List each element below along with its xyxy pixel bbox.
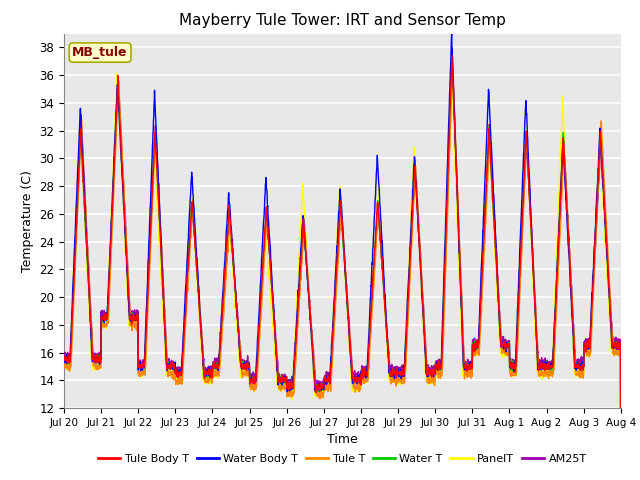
AM25T (584, 342, 591, 348)
PanelT (447, 57, 455, 62)
Line: Water T: Water T (64, 48, 621, 480)
Water T (448, 46, 456, 51)
Water Body T (448, 31, 456, 37)
Tule T (449, 54, 456, 60)
Line: Water Body T: Water Body T (64, 34, 621, 480)
Water T (60, 356, 68, 361)
Tule T (60, 363, 68, 369)
Tule T (568, 290, 575, 296)
Water T (216, 352, 223, 358)
Water Body T (60, 359, 68, 365)
Water T (358, 373, 366, 379)
Tule Body T (358, 366, 366, 372)
Tule T (371, 270, 378, 276)
AM25T (60, 354, 68, 360)
Tule Body T (504, 341, 512, 347)
Tule T (584, 350, 591, 356)
PanelT (371, 214, 378, 220)
PanelT (216, 355, 223, 361)
Tule Body T (448, 53, 456, 59)
Y-axis label: Temperature (C): Temperature (C) (20, 170, 34, 272)
AM25T (504, 338, 512, 344)
Title: Mayberry Tule Tower: IRT and Sensor Temp: Mayberry Tule Tower: IRT and Sensor Temp (179, 13, 506, 28)
AM25T (568, 288, 575, 294)
Line: Tule Body T: Tule Body T (64, 56, 621, 480)
PanelT (60, 362, 68, 368)
PanelT (358, 377, 366, 383)
AM25T (449, 61, 456, 67)
Line: PanelT: PanelT (64, 60, 621, 480)
Tule T (504, 351, 512, 357)
AM25T (216, 360, 223, 366)
Water Body T (371, 211, 378, 217)
Line: Tule T: Tule T (64, 57, 621, 480)
PanelT (504, 351, 512, 357)
Tule Body T (568, 297, 575, 302)
PanelT (568, 313, 575, 319)
Water T (371, 253, 378, 259)
Tule T (358, 376, 366, 382)
Tule T (216, 371, 223, 377)
AM25T (371, 261, 378, 266)
Water Body T (358, 368, 366, 373)
X-axis label: Time: Time (327, 433, 358, 446)
Legend: Tule Body T, Water Body T, Tule T, Water T, PanelT, AM25T: Tule Body T, Water Body T, Tule T, Water… (93, 449, 591, 468)
Tule Body T (216, 355, 223, 360)
Tule Body T (60, 356, 68, 361)
Text: MB_tule: MB_tule (72, 46, 128, 59)
Water Body T (216, 352, 223, 358)
Water T (584, 345, 591, 350)
Water Body T (504, 344, 512, 349)
Water Body T (584, 342, 591, 348)
Water T (504, 345, 512, 351)
AM25T (358, 371, 366, 377)
Line: AM25T: AM25T (64, 64, 621, 480)
PanelT (584, 349, 591, 355)
Water Body T (568, 313, 575, 319)
Tule Body T (584, 344, 591, 349)
Water T (568, 297, 575, 302)
Tule Body T (371, 250, 378, 255)
